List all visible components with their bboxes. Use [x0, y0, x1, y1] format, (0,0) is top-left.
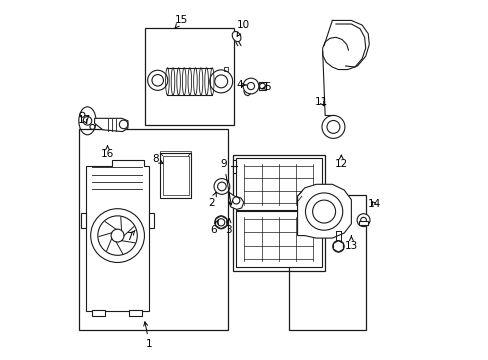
Bar	[160, 151, 190, 153]
Text: 13: 13	[344, 236, 357, 251]
Polygon shape	[297, 184, 351, 238]
Circle shape	[243, 78, 258, 94]
Bar	[163, 156, 188, 195]
Text: 16: 16	[101, 146, 114, 159]
Polygon shape	[86, 160, 149, 311]
Text: 17: 17	[78, 115, 91, 125]
Circle shape	[332, 240, 344, 252]
Bar	[79, 129, 227, 330]
Text: 2: 2	[208, 193, 216, 208]
Bar	[223, 67, 227, 71]
Text: 10: 10	[237, 20, 250, 36]
Bar	[235, 211, 321, 267]
Circle shape	[214, 216, 227, 229]
Circle shape	[356, 214, 369, 226]
Ellipse shape	[232, 31, 241, 42]
Bar	[81, 213, 86, 228]
Bar	[149, 213, 154, 228]
Polygon shape	[94, 118, 128, 132]
Text: 4: 4	[236, 80, 246, 90]
Text: 11: 11	[314, 97, 327, 107]
Circle shape	[90, 209, 144, 262]
Circle shape	[305, 193, 342, 230]
Bar	[258, 82, 265, 90]
Text: 7: 7	[125, 230, 135, 242]
Bar	[359, 221, 367, 225]
Text: 15: 15	[175, 15, 188, 28]
Bar	[160, 153, 190, 198]
Circle shape	[214, 179, 229, 194]
Text: 5: 5	[261, 82, 270, 93]
Bar	[129, 310, 142, 316]
Bar	[92, 310, 104, 316]
Text: 6: 6	[210, 220, 218, 235]
Text: 1: 1	[143, 322, 152, 349]
Bar	[144, 28, 233, 126]
Bar	[235, 158, 321, 211]
Bar	[289, 195, 366, 330]
Text: 3: 3	[224, 219, 231, 235]
Bar	[232, 155, 325, 271]
Text: 8: 8	[152, 154, 163, 164]
Polygon shape	[228, 193, 244, 210]
Text: 12: 12	[334, 155, 347, 169]
Text: 9: 9	[220, 159, 232, 205]
Polygon shape	[232, 160, 235, 173]
Circle shape	[321, 116, 344, 138]
Text: 14: 14	[367, 199, 380, 210]
